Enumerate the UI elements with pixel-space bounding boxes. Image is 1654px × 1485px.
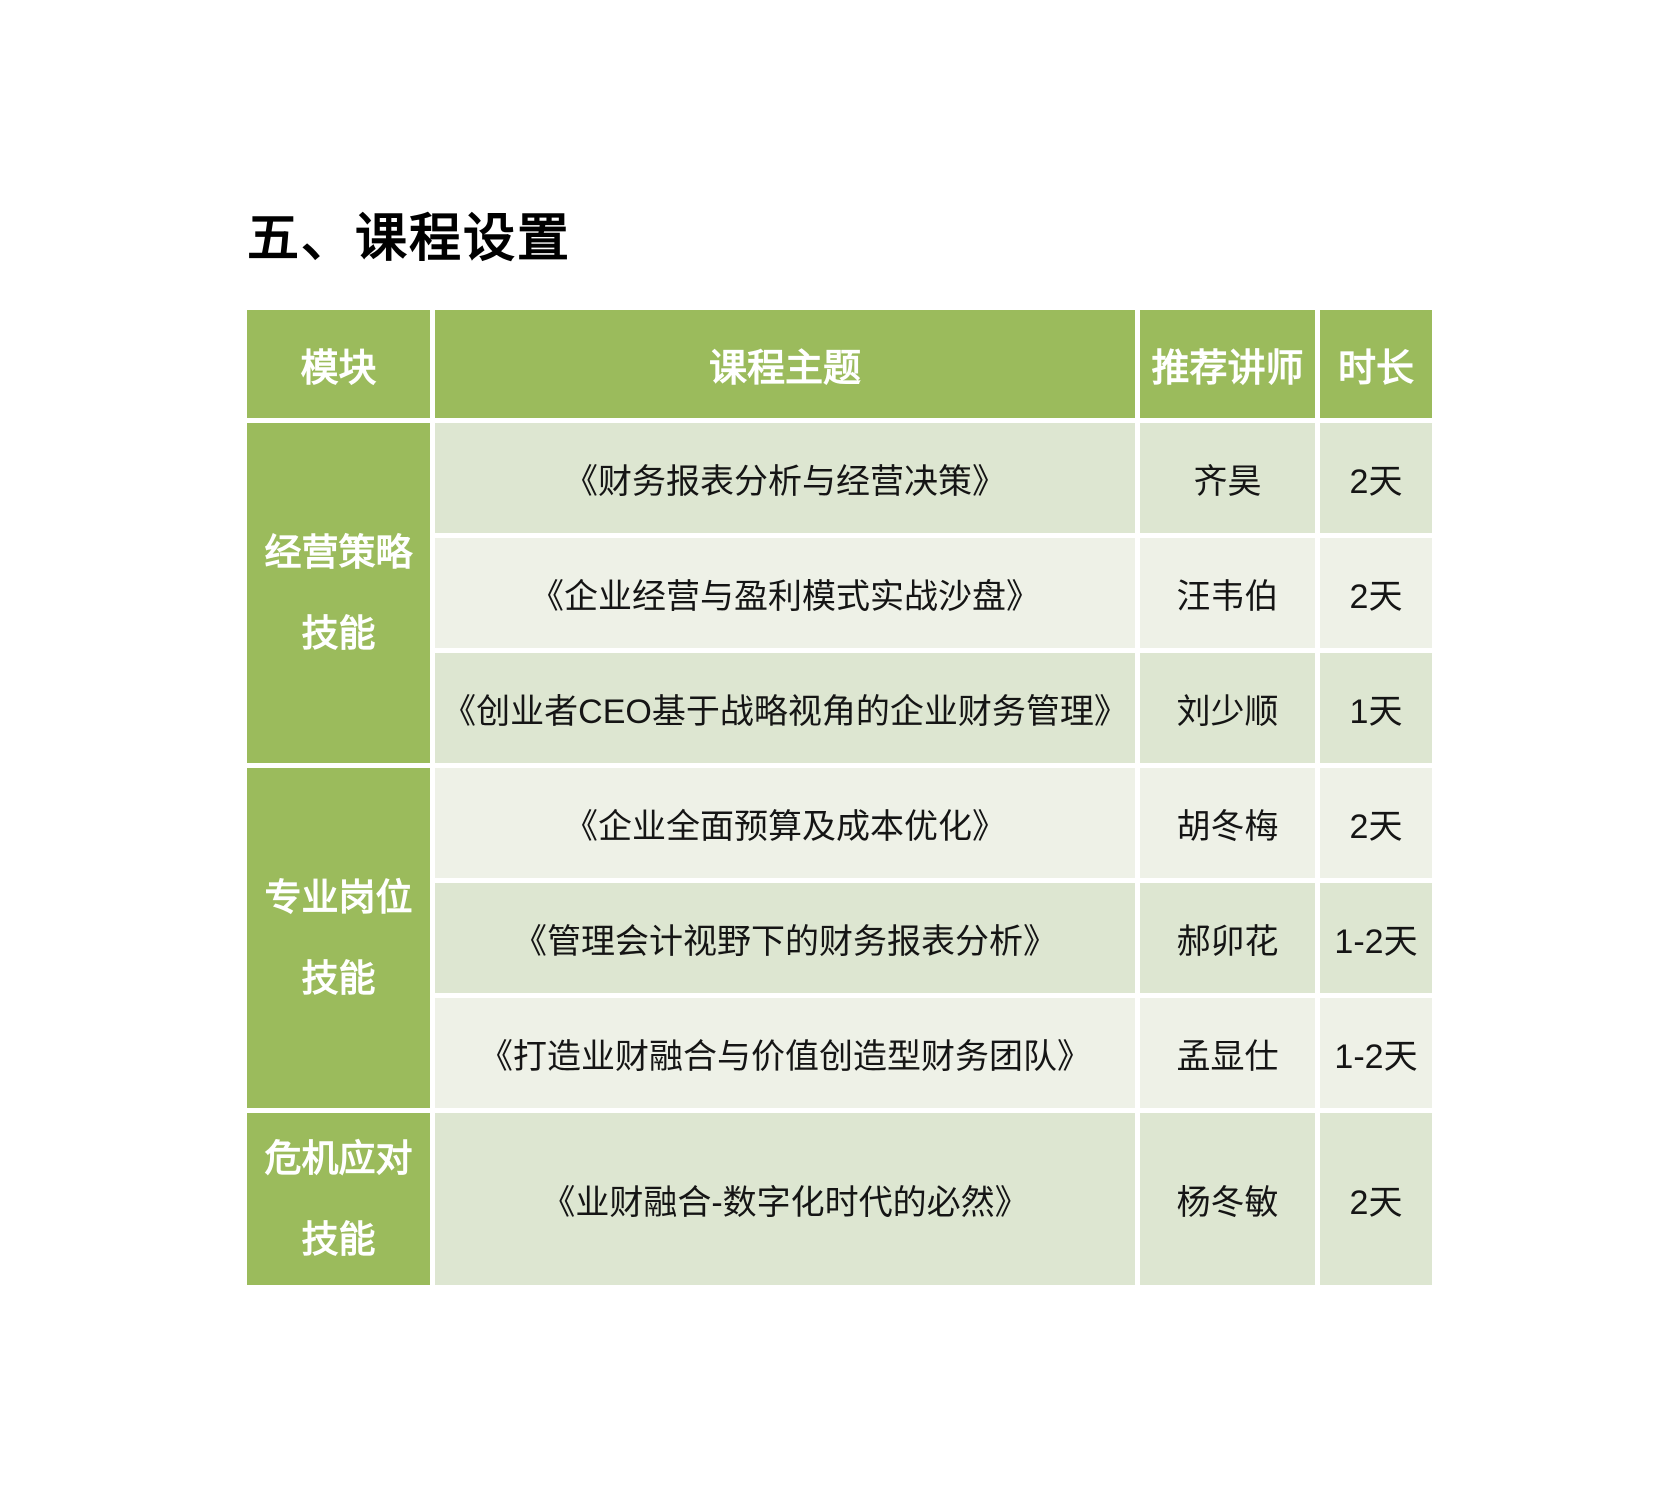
- table-row: 《创业者CEO基于战略视角的企业财务管理》 刘少顺 1天: [247, 653, 1432, 763]
- topic-cell: 《业财融合-数字化时代的必然》: [435, 1113, 1135, 1285]
- module-cell-crisis-response: 危机应对 技能: [247, 1113, 430, 1285]
- page-title: 五、课程设置: [247, 210, 572, 268]
- duration-cell: 2天: [1320, 423, 1432, 533]
- duration-cell: 2天: [1320, 1113, 1432, 1285]
- duration-cell: 1天: [1320, 653, 1432, 763]
- table-row: 《企业经营与盈利模式实战沙盘》 汪韦伯 2天: [247, 538, 1432, 648]
- topic-cell: 《创业者CEO基于战略视角的企业财务管理》: [435, 653, 1135, 763]
- lecturer-cell: 胡冬梅: [1140, 768, 1315, 878]
- table-row: 危机应对 技能 《业财融合-数字化时代的必然》 杨冬敏 2天: [247, 1113, 1432, 1285]
- lecturer-cell: 杨冬敏: [1140, 1113, 1315, 1285]
- table-row: 专业岗位 技能 《企业全面预算及成本优化》 胡冬梅 2天: [247, 768, 1432, 1108]
- duration-cell: 1-2天: [1320, 998, 1432, 1108]
- topic-cell: 《企业经营与盈利模式实战沙盘》: [435, 538, 1135, 648]
- topic-cell: 《打造业财融合与价值创造型财务团队》: [435, 998, 1135, 1108]
- table-row: 《打造业财融合与价值创造型财务团队》 孟显仕 1-2天: [247, 998, 1432, 1108]
- header-cell-module: 模块: [247, 310, 430, 418]
- topic-cell: 《管理会计视野下的财务报表分析》: [435, 883, 1135, 993]
- header-cell-topic: 课程主题: [435, 310, 1135, 418]
- topic-cell: 《企业全面预算及成本优化》: [435, 768, 1135, 878]
- lecturer-cell: 郝卯花: [1140, 883, 1315, 993]
- course-schedule-table: 模块 课程主题 推荐讲师 时长 经营策略 技能 《财务报表分析与经营决策》 齐昊…: [242, 305, 1437, 1290]
- table-header-row: 模块 课程主题 推荐讲师 时长: [247, 310, 1432, 418]
- table-row: 《管理会计视野下的财务报表分析》 郝卯花 1-2天: [247, 883, 1432, 993]
- lecturer-cell: 汪韦伯: [1140, 538, 1315, 648]
- header-cell-lecturer: 推荐讲师: [1140, 310, 1315, 418]
- lecturer-cell: 刘少顺: [1140, 653, 1315, 763]
- lecturer-cell: 齐昊: [1140, 423, 1315, 533]
- duration-cell: 2天: [1320, 538, 1432, 648]
- duration-cell: 2天: [1320, 768, 1432, 878]
- header-cell-duration: 时长: [1320, 310, 1432, 418]
- lecturer-cell: 孟显仕: [1140, 998, 1315, 1108]
- duration-cell: 1-2天: [1320, 883, 1432, 993]
- table-row: 经营策略 技能 《财务报表分析与经营决策》 齐昊 2天: [247, 423, 1432, 763]
- module-cell-professional-position: 专业岗位 技能: [247, 768, 430, 1108]
- topic-cell: 《财务报表分析与经营决策》: [435, 423, 1135, 533]
- module-cell-business-strategy: 经营策略 技能: [247, 423, 430, 763]
